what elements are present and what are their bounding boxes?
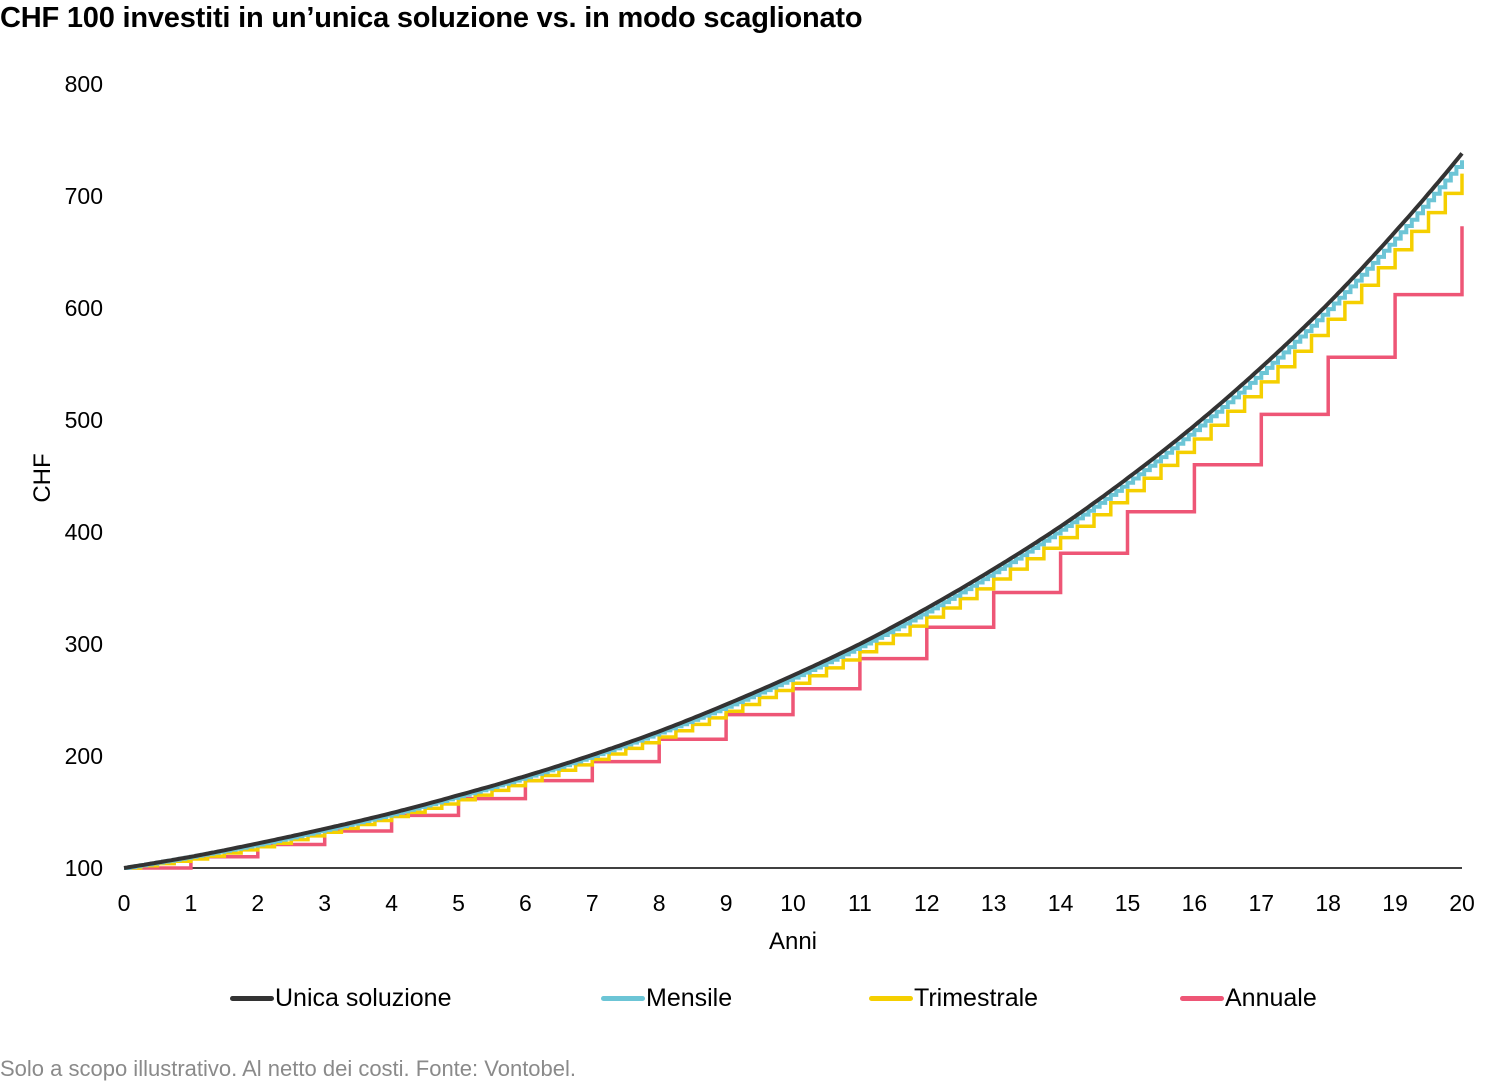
footnote: Solo a scopo illustrativo. Al netto dei … <box>0 1056 577 1081</box>
legend-label: Annuale <box>1225 984 1317 1012</box>
legend-swatch-icon <box>1180 996 1224 1001</box>
legend-swatch-icon <box>869 996 913 1001</box>
x-tick-label: 11 <box>848 890 872 916</box>
x-axis-ticks: 0 1 2 3 4 5 6 7 8 9 10 11 12 13 14 15 16 17 18 19 20 <box>118 890 1475 916</box>
legend-label: Mensile <box>646 984 733 1012</box>
series-line-trimestrale <box>124 173 1464 870</box>
x-tick-label: 4 <box>385 890 398 916</box>
y-tick-label: 800 <box>65 71 103 97</box>
legend-item-mensile: Mensile <box>601 984 732 1013</box>
legend-label: Trimestrale <box>914 984 1039 1012</box>
x-tick-label: 20 <box>1449 890 1475 916</box>
y-tick-label: 100 <box>65 855 103 881</box>
x-tick-label: 3 <box>318 890 331 916</box>
y-tick-label: 500 <box>65 407 103 433</box>
x-tick-label: 14 <box>1048 890 1074 916</box>
y-tick-label: 600 <box>65 295 103 321</box>
x-tick-label: 7 <box>586 890 599 916</box>
x-tick-label: 1 <box>185 890 198 916</box>
x-tick-label: 16 <box>1182 890 1208 916</box>
legend-item-trimestrale: Trimestrale <box>869 984 1038 1013</box>
legend: Unica soluzione Mensile Trimestrale Annu… <box>0 984 1500 1024</box>
legend-swatch-icon <box>601 996 645 1001</box>
legend-swatch-icon <box>230 996 274 1001</box>
series-line-mensile <box>124 160 1464 870</box>
x-tick-label: 19 <box>1382 890 1408 916</box>
x-tick-label: 17 <box>1249 890 1275 916</box>
legend-item-unica-soluzione: Unica soluzione <box>230 984 452 1013</box>
x-tick-label: 13 <box>981 890 1007 916</box>
x-tick-label: 9 <box>720 890 733 916</box>
y-tick-label: 400 <box>65 519 103 545</box>
y-axis-label: CHF <box>29 453 56 502</box>
y-tick-label: 200 <box>65 743 103 769</box>
x-tick-label: 18 <box>1315 890 1341 916</box>
chart-title: CHF 100 investiti in un’unica soluzione … <box>0 2 863 34</box>
legend-label: Unica soluzione <box>275 984 452 1012</box>
x-tick-label: 2 <box>251 890 264 916</box>
x-tick-label: 15 <box>1115 890 1141 916</box>
x-tick-label: 6 <box>519 890 532 916</box>
x-axis-label: Anni <box>769 928 817 955</box>
x-tick-label: 5 <box>452 890 465 916</box>
x-tick-label: 0 <box>118 890 131 916</box>
x-tick-label: 12 <box>914 890 940 916</box>
y-tick-label: 700 <box>65 183 103 209</box>
y-tick-label: 300 <box>65 631 103 657</box>
series-line-annuale <box>124 226 1464 870</box>
legend-item-annuale: Annuale <box>1180 984 1317 1013</box>
series-line-unica-soluzione <box>123 152 1464 870</box>
x-tick-label: 8 <box>653 890 666 916</box>
y-axis-ticks: 100 200 300 400 500 600 700 800 <box>65 71 103 881</box>
x-tick-label: 10 <box>780 890 806 916</box>
series-group <box>123 152 1464 870</box>
